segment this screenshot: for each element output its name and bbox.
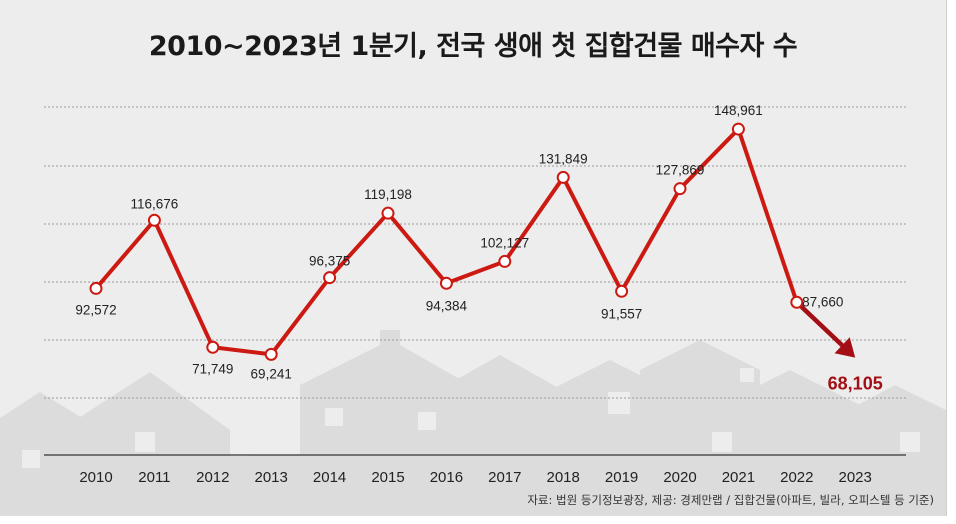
data-label-2010: 92,572 — [75, 302, 116, 317]
x-tick-2019: 2019 — [605, 469, 638, 486]
data-points — [89, 122, 804, 361]
x-tick-2023: 2023 — [839, 469, 872, 486]
data-point-2013 — [264, 347, 278, 361]
chart-title: 2010~2023년 1분기, 전국 생애 첫 집합건물 매수자 수 — [148, 31, 798, 62]
data-point-2022 — [790, 295, 804, 309]
data-label-2016: 94,384 — [426, 298, 468, 313]
grid-lines — [44, 106, 906, 399]
x-tick-2012: 2012 — [196, 469, 229, 486]
x-axis-ticks: 2010 2011 2012 2013 2014 2015 2016 2017 2018 2019… — [79, 469, 872, 486]
data-label-2017: 102,127 — [480, 235, 529, 250]
data-point-2021 — [731, 122, 745, 136]
x-tick-2011: 2011 — [138, 469, 170, 486]
trend-arrow-head — [834, 337, 856, 358]
source-note: 자료: 법원 등기정보광장, 제공: 경제만랩 / 집합건물(아파트, 빌라, … — [527, 493, 934, 507]
chart-panel: 92,572 116,676 71,749 69,241 96,375 119,198 94… — [0, 0, 947, 516]
x-tick-2020: 2020 — [663, 469, 696, 486]
series-line — [94, 127, 856, 358]
data-point-2018 — [556, 170, 570, 184]
data-label-2022: 87,660 — [802, 294, 843, 309]
data-point-2015 — [381, 206, 395, 220]
data-point-2014 — [323, 271, 337, 285]
x-tick-2014: 2014 — [313, 469, 346, 486]
data-labels: 92,572 116,676 71,749 69,241 96,375 119,198 94… — [75, 103, 882, 394]
x-tick-2010: 2010 — [79, 469, 112, 486]
data-point-2020 — [673, 182, 687, 196]
data-label-2013: 69,241 — [251, 366, 292, 381]
data-label-2020: 127,869 — [656, 163, 705, 178]
data-label-2015: 119,198 — [364, 187, 412, 202]
data-label-2021: 148,961 — [714, 103, 763, 118]
x-tick-2018: 2018 — [547, 469, 580, 486]
data-label-2018: 131,849 — [539, 151, 588, 166]
data-label-2019: 91,557 — [601, 306, 642, 321]
house-silhouette-background — [0, 330, 946, 516]
data-point-2016 — [439, 276, 453, 290]
data-point-2011 — [147, 213, 161, 227]
x-tick-2013: 2013 — [255, 469, 288, 486]
data-label-2023: 68,105 — [828, 374, 883, 394]
x-tick-2016: 2016 — [430, 469, 463, 486]
data-point-2012 — [206, 340, 220, 354]
data-point-2019 — [615, 284, 629, 298]
data-label-2014: 96,375 — [309, 254, 350, 269]
trend-arrow-shaft — [794, 300, 845, 348]
data-point-2010 — [89, 281, 103, 295]
x-tick-2021: 2021 — [722, 469, 755, 486]
data-point-2017 — [498, 254, 512, 268]
x-tick-2017: 2017 — [488, 469, 521, 486]
line-chart: 92,572 116,676 71,749 69,241 96,375 119,198 94… — [0, 103, 946, 516]
x-tick-2015: 2015 — [371, 469, 404, 486]
data-label-2011: 116,676 — [130, 196, 178, 211]
x-tick-2022: 2022 — [780, 469, 813, 486]
data-label-2012: 71,749 — [192, 361, 233, 376]
